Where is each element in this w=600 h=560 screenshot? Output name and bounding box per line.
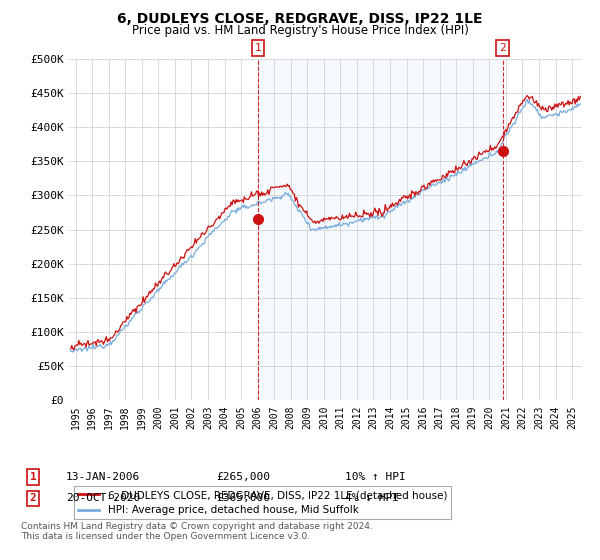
Text: £265,000: £265,000 xyxy=(216,472,270,482)
Text: 6, DUDLEYS CLOSE, REDGRAVE, DISS, IP22 1LE: 6, DUDLEYS CLOSE, REDGRAVE, DISS, IP22 1… xyxy=(117,12,483,26)
Text: 20-OCT-2020: 20-OCT-2020 xyxy=(66,493,140,503)
Text: £365,000: £365,000 xyxy=(216,493,270,503)
Text: 13-JAN-2006: 13-JAN-2006 xyxy=(66,472,140,482)
Text: 10% ↑ HPI: 10% ↑ HPI xyxy=(345,472,406,482)
Text: Contains HM Land Registry data © Crown copyright and database right 2024.
This d: Contains HM Land Registry data © Crown c… xyxy=(21,522,373,542)
Text: 2: 2 xyxy=(29,493,37,503)
Text: 1: 1 xyxy=(29,472,37,482)
Text: 2: 2 xyxy=(499,43,506,53)
Legend: 6, DUDLEYS CLOSE, REDGRAVE, DISS, IP22 1LE (detached house), HPI: Average price,: 6, DUDLEYS CLOSE, REDGRAVE, DISS, IP22 1… xyxy=(74,486,451,520)
Bar xyxy=(259,59,503,400)
Text: Price paid vs. HM Land Registry's House Price Index (HPI): Price paid vs. HM Land Registry's House … xyxy=(131,24,469,37)
Text: 4% ↓ HPI: 4% ↓ HPI xyxy=(345,493,399,503)
Text: 1: 1 xyxy=(255,43,262,53)
